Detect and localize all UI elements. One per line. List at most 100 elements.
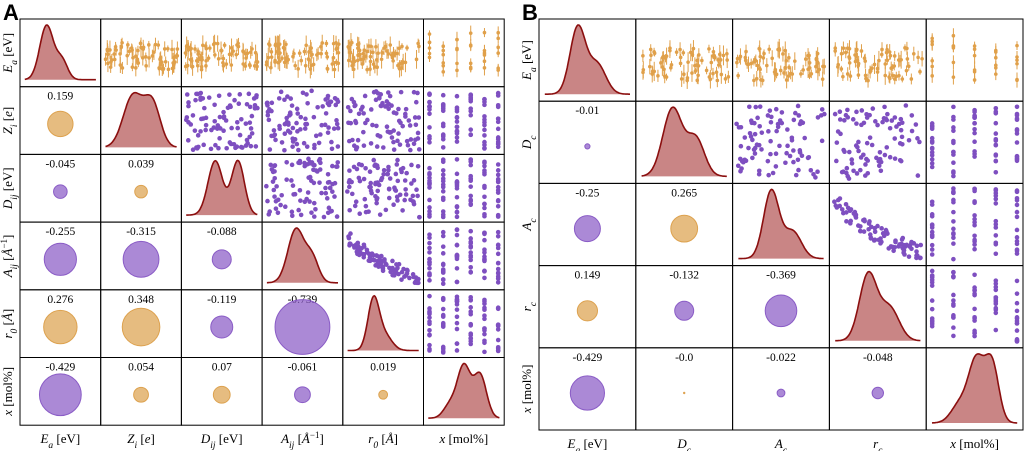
scatter-point xyxy=(346,234,351,239)
scatter-point xyxy=(266,117,272,123)
x-axis-label: Zi [e] xyxy=(127,431,155,451)
scatter-point xyxy=(495,347,501,353)
scatter-point xyxy=(306,156,311,162)
scatter-point xyxy=(862,217,867,223)
scatter-point xyxy=(294,106,300,112)
scatter-point xyxy=(440,297,446,303)
scatter-point xyxy=(719,72,724,77)
scatter-point xyxy=(880,47,884,52)
scatter-point xyxy=(951,44,956,48)
scatter-point xyxy=(234,119,240,125)
scatter-point xyxy=(782,71,786,75)
cell-r0-c2 xyxy=(732,18,830,102)
scatter-point xyxy=(440,168,446,173)
cell-r2-c2 xyxy=(180,153,263,223)
scatter-point xyxy=(791,148,796,153)
scatter-point xyxy=(386,106,391,112)
scatter-point xyxy=(329,139,334,145)
panel-letter: B xyxy=(522,0,538,25)
scatter-point xyxy=(972,154,977,159)
scatter-point xyxy=(750,155,755,161)
scatter-point xyxy=(916,55,920,60)
scatter-point xyxy=(754,76,759,81)
scatter-point xyxy=(417,44,421,49)
scatter-point xyxy=(324,196,330,201)
scatter-point xyxy=(186,103,191,109)
scatter-point xyxy=(368,141,374,146)
scatter-point xyxy=(454,266,460,271)
scatter-point xyxy=(652,51,657,56)
x-axis-label: Dc xyxy=(676,436,691,451)
scatter-point xyxy=(482,66,487,70)
scatter-point xyxy=(292,191,298,197)
scatter-point xyxy=(129,46,134,50)
cell-r1-c0: -0.01 xyxy=(538,100,637,184)
scatter-point xyxy=(278,202,283,208)
scatter-point xyxy=(711,71,715,76)
scatter-point xyxy=(877,58,881,63)
scatter-point xyxy=(231,141,237,147)
scatter-point xyxy=(1014,227,1020,233)
y-axis-label: Ea [eV] xyxy=(519,40,539,81)
scatter-point xyxy=(246,91,252,97)
scatter-point xyxy=(914,253,919,258)
x-axis-label: Ea [eV] xyxy=(567,436,608,451)
scatter-point xyxy=(378,103,384,109)
scatter-point xyxy=(468,106,474,111)
scatter-point xyxy=(103,57,108,61)
scatter-point xyxy=(269,133,274,139)
kde-line xyxy=(266,227,338,284)
scatter-point xyxy=(993,109,999,115)
scatter-point xyxy=(781,52,785,56)
scatter-point xyxy=(188,122,194,127)
scatter-point xyxy=(669,63,674,67)
scatter-point xyxy=(993,158,999,164)
kde-fill xyxy=(932,353,1018,423)
scatter-point xyxy=(715,78,720,83)
kde-fill xyxy=(835,271,921,341)
scatter-point xyxy=(368,59,373,64)
scatter-point xyxy=(758,54,763,59)
scatter-point xyxy=(801,68,805,72)
scatter-point xyxy=(383,207,389,213)
correlation-value: -0.119 xyxy=(207,294,237,306)
scatter-point xyxy=(427,55,432,60)
scatter-point xyxy=(930,39,934,44)
scatter-point xyxy=(951,199,956,205)
scatter-point xyxy=(994,72,998,76)
scatter-point xyxy=(305,100,310,106)
scatter-point xyxy=(649,53,653,58)
cell-r1-c1 xyxy=(635,100,734,184)
scatter-point xyxy=(427,40,432,45)
scatter-point xyxy=(777,143,782,149)
scatter-point xyxy=(668,46,672,50)
scatter-point xyxy=(199,116,204,122)
scatter-point xyxy=(807,73,812,78)
scatter-point xyxy=(972,233,977,239)
scatter-point xyxy=(847,149,852,155)
scatter-point xyxy=(365,67,369,72)
scatter-point xyxy=(416,147,422,152)
scatter-point xyxy=(861,229,867,234)
scatter-point xyxy=(284,119,290,125)
scatter-point xyxy=(347,207,352,213)
scatter-point xyxy=(454,181,460,187)
cell-r4-c3: -0.048 xyxy=(828,347,927,431)
scatter-point xyxy=(336,50,341,55)
kde-fill xyxy=(105,92,177,148)
cell-r4-c3: -0.739 xyxy=(261,289,344,358)
correlation-circle xyxy=(683,391,686,395)
scatter-point xyxy=(783,160,788,166)
scatter-point xyxy=(900,235,906,241)
scatter-point xyxy=(274,184,279,189)
scatter-point xyxy=(427,348,432,353)
cell-r5-c3: -0.061 xyxy=(261,357,344,426)
scatter-point xyxy=(760,78,765,83)
scatter-point xyxy=(743,58,748,63)
scatter-point xyxy=(427,311,432,317)
scatter-point xyxy=(734,121,739,127)
scatter-point xyxy=(723,77,728,81)
scatter-point xyxy=(707,47,711,51)
kde-line xyxy=(105,91,177,148)
scatter-point xyxy=(951,33,956,38)
